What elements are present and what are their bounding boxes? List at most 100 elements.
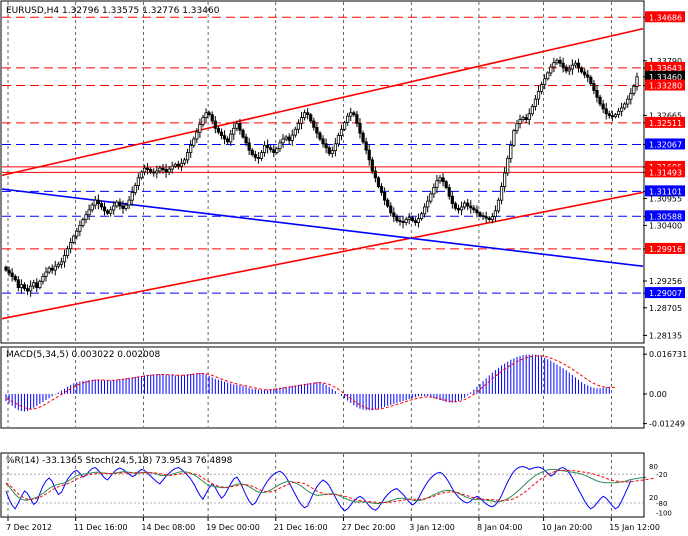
time-tick-label: 11 Dec 16:00: [74, 523, 128, 532]
candle: [626, 95, 630, 108]
candle-body: [278, 142, 282, 150]
candle-body: [579, 67, 584, 73]
time-tick-label: 27 Dec 20:00: [342, 523, 396, 532]
candle-body: [346, 115, 350, 123]
candle-body: [456, 208, 461, 211]
candle-body: [229, 133, 233, 143]
candle-body: [179, 162, 184, 167]
candle-body: [130, 191, 134, 201]
candle: [496, 197, 501, 214]
candle: [149, 167, 153, 175]
candle-body: [13, 276, 17, 281]
candle: [136, 173, 140, 191]
candle: [139, 170, 144, 180]
candle-body: [450, 195, 454, 204]
candle-body: [4, 266, 8, 271]
time-tick-label: 21 Dec 16:00: [274, 523, 328, 532]
price-label-box: [645, 11, 685, 23]
candle: [158, 165, 162, 174]
candle: [401, 215, 405, 229]
candle-body: [382, 191, 387, 201]
candle: [84, 211, 88, 224]
candle-body: [512, 130, 516, 146]
candle-body: [275, 148, 279, 153]
candle: [404, 216, 408, 226]
candle: [78, 220, 82, 237]
candle: [376, 176, 381, 189]
candle: [269, 144, 273, 153]
candle: [623, 101, 627, 110]
candle-body: [392, 212, 396, 218]
candle: [222, 130, 227, 145]
candle-body: [521, 117, 525, 120]
candle-body: [287, 136, 291, 141]
candle-body: [423, 206, 427, 215]
candle: [115, 200, 119, 209]
candle: [161, 163, 165, 174]
candle-body: [478, 212, 482, 217]
candle: [444, 180, 448, 190]
candle-body: [426, 200, 430, 208]
candle: [419, 211, 424, 221]
time-tick-label: 19 Dec 00:00: [206, 523, 260, 532]
candle-body: [576, 62, 581, 69]
candle: [142, 164, 147, 176]
candle-body: [570, 64, 574, 70]
candle: [463, 200, 467, 210]
candle: [62, 249, 67, 268]
candle: [450, 191, 454, 209]
candle-body: [204, 112, 208, 119]
candle-body: [493, 210, 498, 218]
candle: [352, 110, 356, 117]
time-tick-label: 15 Jan 12:00: [609, 523, 660, 532]
candle: [56, 261, 60, 269]
oscillator-tick-label: -80: [656, 500, 667, 508]
candle-body: [376, 177, 381, 187]
candle: [546, 71, 550, 81]
candle-body: [35, 282, 39, 289]
candle: [133, 182, 137, 196]
candle: [65, 245, 70, 259]
candle: [370, 156, 374, 174]
candle: [552, 57, 556, 73]
candle-body: [149, 169, 153, 173]
candle-body: [32, 282, 36, 287]
candle-body: [447, 187, 451, 197]
candle: [35, 278, 39, 293]
macd-axis: 0.016731 0.00 -0.01249: [643, 350, 687, 429]
candle-body: [429, 193, 433, 202]
candle-body: [75, 230, 79, 237]
candle-body: [112, 205, 116, 211]
candle-body: [232, 127, 236, 135]
candle-body: [90, 204, 94, 211]
trendline: [1, 188, 644, 268]
price-label: 1.29256: [649, 277, 682, 286]
candle: [610, 111, 614, 122]
candle-body: [256, 157, 261, 159]
candle-body: [216, 127, 220, 133]
candle-body: [558, 59, 562, 64]
candle-body: [155, 170, 159, 174]
candle-body: [213, 120, 217, 129]
candle-body: [589, 76, 593, 84]
candle-body: [490, 216, 494, 221]
candle-body: [573, 62, 578, 66]
candle: [410, 215, 414, 223]
candle-body: [182, 159, 187, 164]
candle: [96, 194, 100, 210]
candle-body: [370, 159, 374, 172]
candle-body: [623, 103, 627, 109]
candle: [216, 126, 220, 135]
candle-body: [364, 141, 368, 151]
candle-body: [469, 205, 473, 209]
candle: [598, 94, 602, 107]
candle: [389, 202, 393, 217]
candle: [589, 75, 593, 86]
candle: [558, 56, 562, 67]
candle-body: [401, 221, 405, 223]
candle: [10, 268, 14, 282]
candle: [349, 107, 353, 122]
macd-tick-label: 0.00: [649, 390, 667, 399]
candle-body: [56, 263, 60, 267]
